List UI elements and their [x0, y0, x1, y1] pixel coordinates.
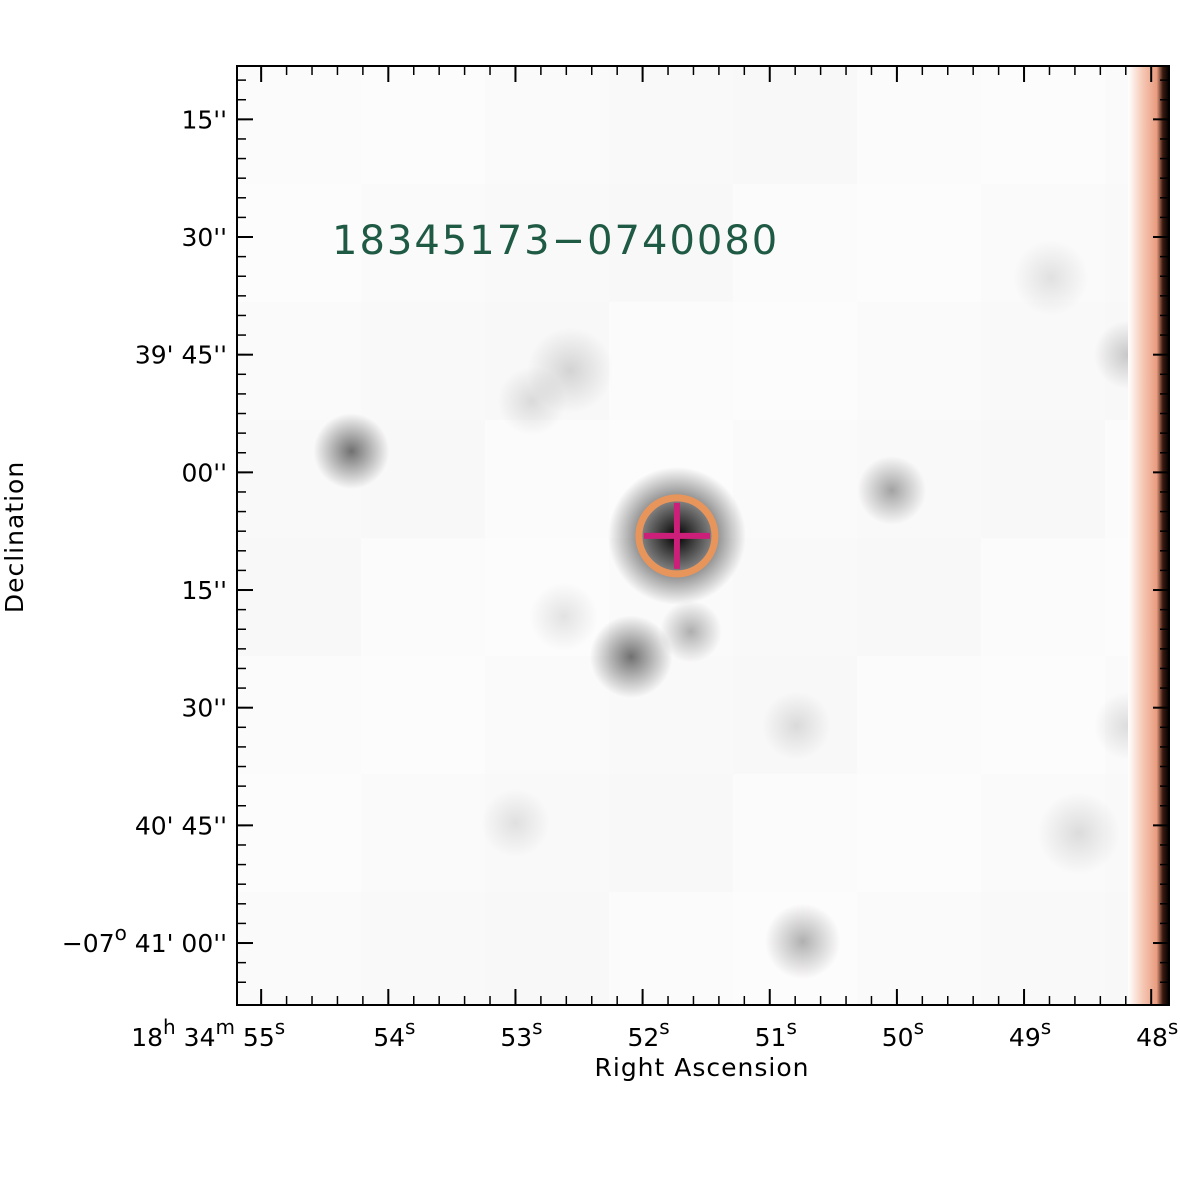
target-circle [635, 494, 719, 578]
x-tick-labels: 18h​ 34m​ 55s​ 54s​ 53s​ 52s​ 51s​ 50s​ 49s​ 48… [131, 1015, 1178, 1052]
image-edge-strip [1128, 66, 1169, 1005]
image-tile [857, 66, 981, 184]
x-tick-label: 52s​ [627, 1015, 669, 1052]
y-tick-label: 15'' [181, 105, 227, 134]
axis-ticks [237, 66, 1169, 1005]
source-blob [480, 788, 550, 858]
target-marker [635, 494, 719, 578]
x-tick-label: 53s​ [500, 1015, 542, 1052]
y-tick-labels: 15'' 30'' 39' 45'' 00'' 15'' 30'' 40' 45'' −07o… [62, 105, 227, 958]
x-axis-title: Right Ascension [595, 1053, 810, 1082]
image-tile [237, 892, 361, 1005]
x-tick-label: 54s​ [373, 1015, 415, 1052]
image-tile [981, 656, 1105, 774]
image-tile [361, 892, 485, 1005]
image-tile [857, 184, 981, 302]
image-tile [857, 302, 981, 420]
image-tile [361, 656, 485, 774]
image-tile [609, 892, 733, 1005]
source-id-label: 18345173−0740080 [332, 218, 779, 264]
image-tile [733, 302, 857, 420]
x-tick-label: 48s​ [1136, 1015, 1178, 1052]
image-tile [485, 892, 609, 1005]
image-tile [485, 420, 609, 538]
x-tick-label: 18h​ 34m​ 55s​ [131, 1015, 285, 1052]
image-tile [609, 184, 733, 302]
image-tile [733, 66, 857, 184]
x-tick-label: 51s​ [755, 1015, 797, 1052]
image-tile [609, 774, 733, 892]
source-blob [497, 366, 567, 436]
image-tile [485, 66, 609, 184]
image-tile [609, 302, 733, 420]
x-tick-label: 50s​ [882, 1015, 924, 1052]
image-tile [361, 774, 485, 892]
source-blob [761, 691, 831, 761]
y-tick-label: 15'' [181, 576, 227, 605]
y-tick-label: 30'' [181, 694, 227, 723]
image-tile [981, 538, 1105, 656]
source-blob [659, 600, 722, 663]
image-tile [485, 656, 609, 774]
image-tile [981, 302, 1105, 420]
image-tile [857, 538, 981, 656]
source-blob [313, 413, 390, 490]
image-tile [361, 302, 485, 420]
x-tick-label: 49s​ [1009, 1015, 1051, 1052]
image-tile [361, 184, 485, 302]
image-tile [857, 656, 981, 774]
plot-frame [236, 65, 1170, 1006]
image-tile [733, 420, 857, 538]
image-tile [981, 66, 1105, 184]
source-blob [1012, 239, 1089, 316]
image-tile [237, 774, 361, 892]
image-tile [981, 420, 1105, 538]
y-tick-label: 00'' [181, 458, 227, 487]
image-tile [857, 892, 981, 1005]
y-tick-label: −07o​ 41' 00'' [62, 921, 227, 958]
image-tile [237, 538, 361, 656]
y-axis-title: Declination [0, 461, 29, 613]
image-tile [361, 538, 485, 656]
image-tile [237, 184, 361, 302]
image-panel [237, 66, 1169, 1005]
y-tick-label: 40' 45'' [135, 811, 227, 840]
image-tile [609, 66, 733, 184]
image-tile [237, 66, 361, 184]
image-tiles [237, 66, 1169, 1005]
image-tile [485, 184, 609, 302]
source-blob [764, 903, 841, 980]
image-tile [733, 774, 857, 892]
image-tile [857, 774, 981, 892]
source-blob [1037, 791, 1121, 875]
image-tile [237, 302, 361, 420]
image-tile [981, 892, 1105, 1005]
image-tile [361, 66, 485, 184]
source-blob [529, 582, 599, 652]
image-tile [733, 538, 857, 656]
image-tile [733, 184, 857, 302]
image-tile [237, 656, 361, 774]
source-blob [857, 455, 927, 525]
y-tick-label: 30'' [181, 223, 227, 252]
source-blob [589, 615, 673, 699]
y-tick-label: 39' 45'' [135, 341, 227, 370]
